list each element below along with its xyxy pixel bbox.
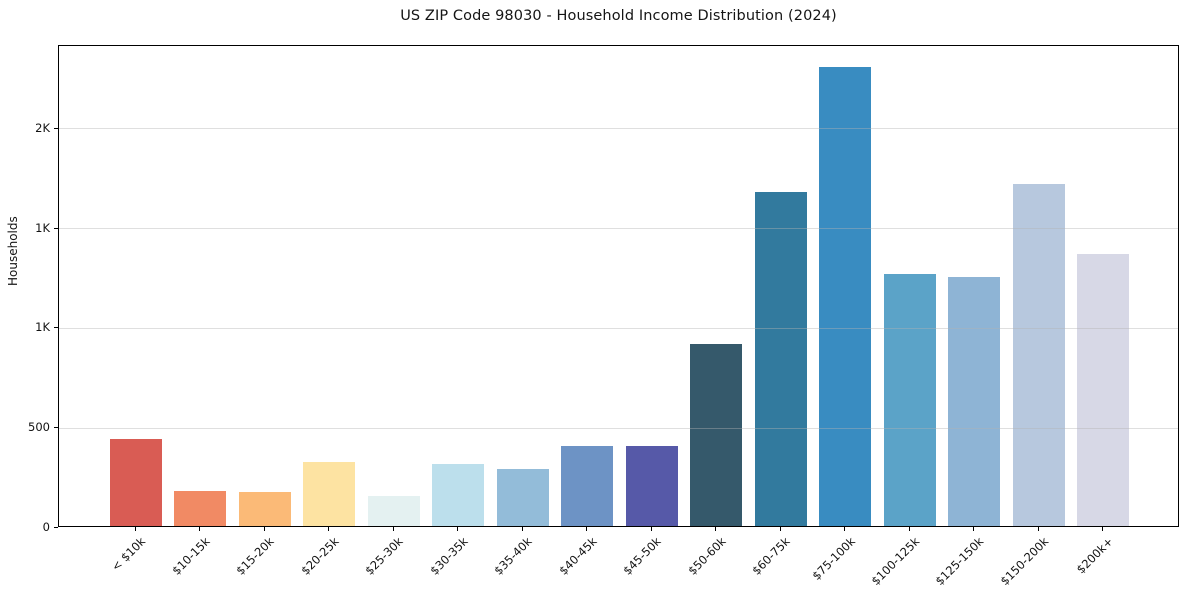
x-tick-mark: [134, 527, 136, 531]
x-tick-mark: [844, 527, 846, 531]
x-tick-mark: [973, 527, 975, 531]
x-tick-label: $15-20k: [233, 534, 277, 578]
y-tick-mark: [54, 127, 58, 129]
x-tick-mark: [263, 527, 265, 531]
y-tick-label: 1K: [35, 320, 50, 335]
gridline: [59, 427, 1178, 429]
chart-title: US ZIP Code 98030 - Household Income Dis…: [400, 8, 837, 24]
x-tick-mark: [715, 527, 717, 531]
x-tick-label: $30-35k: [427, 534, 471, 578]
y-tick-mark: [54, 427, 58, 429]
x-tick-label: $125-150k: [932, 534, 987, 589]
x-tick-mark: [457, 527, 459, 531]
bar-45-50k: [625, 446, 678, 526]
y-tick-label: 2K: [35, 120, 50, 135]
bar-150-200k: [1012, 183, 1065, 526]
x-tick-label: $25-30k: [362, 534, 406, 578]
y-tick-label: 500: [28, 420, 50, 435]
bar-60-75k: [754, 191, 807, 526]
x-tick-label: $75-100k: [808, 534, 858, 583]
gridline: [59, 327, 1178, 329]
y-tick-mark: [54, 327, 58, 329]
x-tick-label: $40-45k: [556, 534, 600, 578]
x-tick-mark: [1102, 527, 1104, 531]
y-tick-mark: [54, 227, 58, 229]
gridline: [59, 228, 1178, 230]
x-tick-mark: [908, 527, 910, 531]
bar-100-125k: [883, 273, 936, 526]
bar-10k: [109, 439, 162, 526]
x-tick-label: < $10k: [108, 534, 148, 574]
x-tick-label: $35-40k: [491, 534, 535, 578]
x-tick-mark: [779, 527, 781, 531]
bar-15-20k: [238, 492, 291, 526]
x-tick-label: $60-75k: [749, 534, 793, 578]
plot-area: [58, 45, 1179, 527]
x-tick-label: $100-125k: [868, 534, 922, 589]
bar-50-60k: [690, 344, 743, 526]
x-tick-label: $20-25k: [298, 534, 342, 578]
bar-10-15k: [174, 491, 227, 526]
x-tick-mark: [199, 527, 201, 531]
bar-20-25k: [303, 462, 356, 526]
x-tick-mark: [521, 527, 523, 531]
x-tick-mark: [328, 527, 330, 531]
x-tick-label: $150-200k: [997, 534, 1051, 589]
bar-30-35k: [432, 464, 485, 526]
gridline: [59, 128, 1178, 130]
x-tick-label: $45-50k: [620, 534, 664, 578]
bar-40-45k: [561, 446, 614, 526]
x-tick-label: $10-15k: [169, 534, 213, 578]
y-tick-label: 0: [42, 520, 50, 534]
y-tick-label: 1K: [35, 220, 50, 235]
bar-35-40k: [496, 469, 549, 526]
x-tick-mark: [650, 527, 652, 531]
bar-25-30k: [367, 496, 420, 526]
x-tick-label: $50-60k: [685, 534, 729, 578]
x-tick-mark: [586, 527, 588, 531]
x-tick-mark: [1037, 527, 1039, 531]
x-tick-mark: [392, 527, 394, 531]
x-tick-label: $200k+: [1073, 534, 1116, 577]
y-tick-mark: [54, 527, 58, 528]
bar-125-150k: [948, 276, 1001, 526]
bar-200k: [1077, 253, 1130, 526]
bar-75-100k: [819, 66, 872, 526]
